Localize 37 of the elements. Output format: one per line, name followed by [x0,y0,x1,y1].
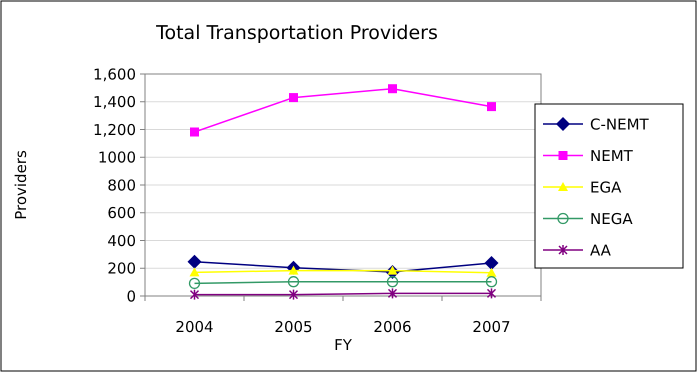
point [388,84,397,94]
legend-label: NEGA [590,210,634,228]
legend-label: EGA [590,178,622,196]
point [188,278,200,290]
point [190,127,199,136]
point [486,288,496,300]
point [486,276,498,288]
point [288,276,300,288]
y-tick-label: 600 [107,204,136,222]
y-axis-title: Providers [12,150,30,220]
y-tick-label: 0 [126,287,136,306]
point [289,93,298,102]
y-tick-label: 1,400 [93,93,136,111]
point [288,288,298,300]
legend-label: NEMT [590,146,634,165]
x-tick-label: 2007 [472,318,511,336]
legend-label: AA [590,241,612,260]
y-tick-label: 400 [107,232,136,250]
y-tick-label: 1,600 [93,65,136,84]
point [484,256,498,270]
point [386,276,398,288]
chart-title: Total Transportation Providers [155,22,438,44]
point [486,268,496,277]
point [190,267,200,276]
point [190,288,200,300]
legend-label: C-NEMT [590,115,650,134]
x-tick-label: 2004 [175,318,214,336]
y-tick-label: 800 [107,176,136,194]
point [188,254,202,269]
y-tick-label: 200 [107,260,136,278]
point [388,288,398,300]
y-tick-label: 1,200 [93,120,136,139]
point [487,102,496,112]
x-axis-title: FY [334,336,353,354]
x-tick-label: 2006 [373,318,412,336]
x-tick-label: 2005 [274,318,313,336]
y-tick-label: 1000 [98,148,136,166]
